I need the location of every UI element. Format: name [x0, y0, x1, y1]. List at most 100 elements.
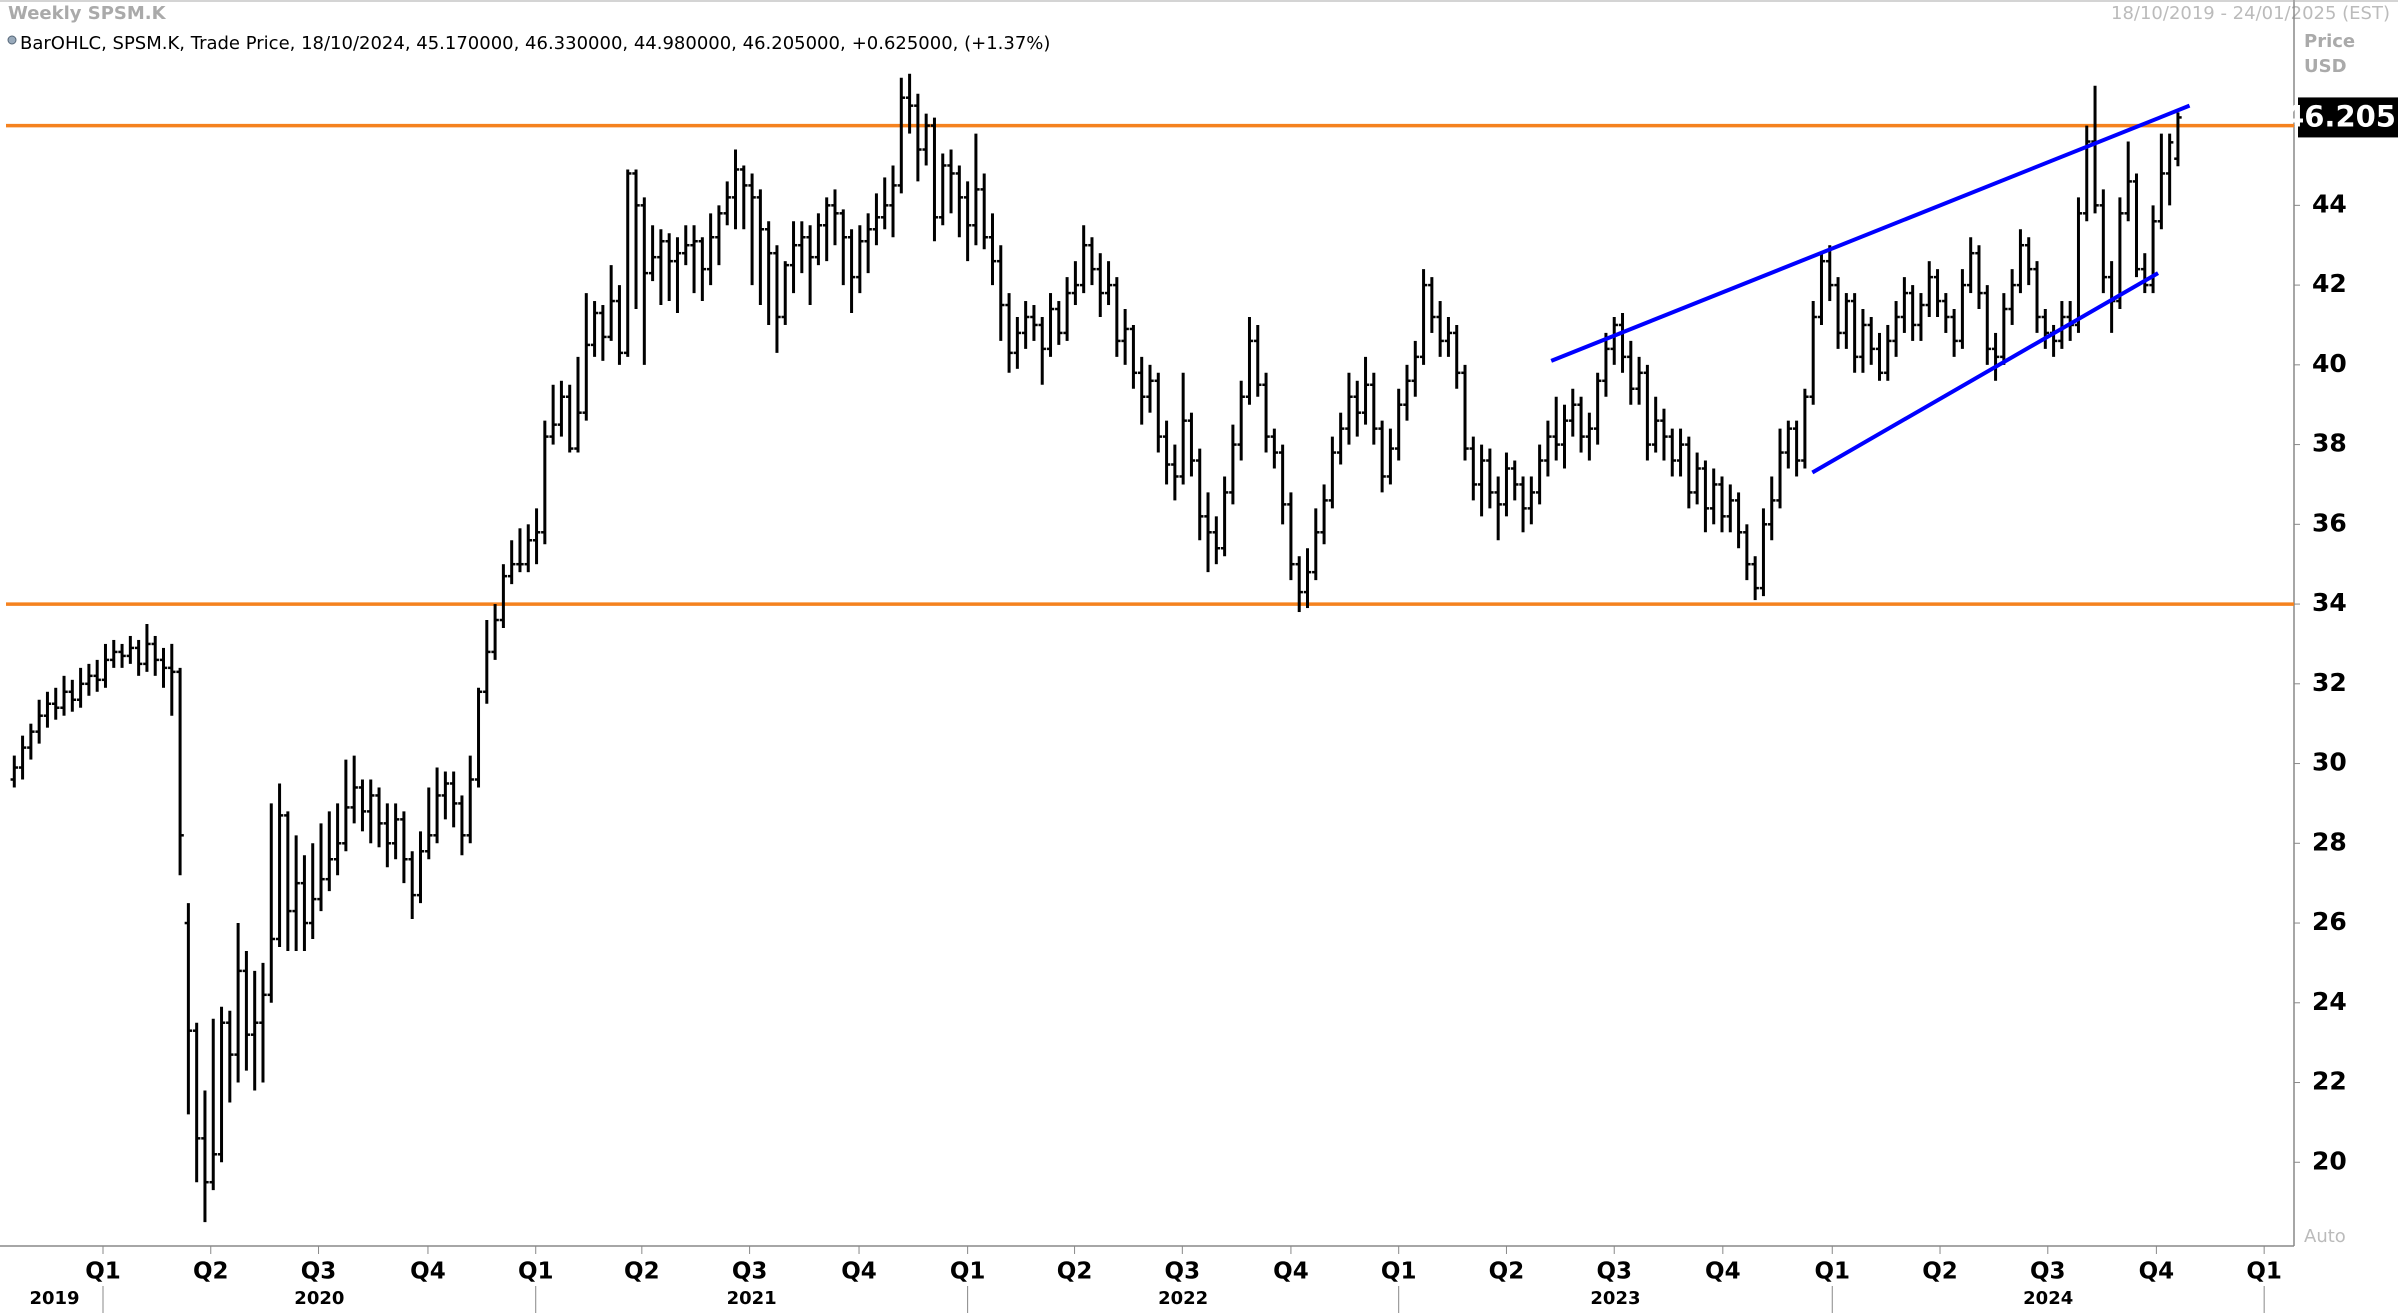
ohlc-bar [1038, 316, 1046, 385]
x-tick-label: Q3 [2030, 1259, 2066, 1285]
ohlc-bar [1784, 420, 1793, 469]
ohlc-bar [1701, 460, 1710, 533]
x-tick-label: Q4 [1705, 1259, 1741, 1285]
ohlc-bar [773, 245, 781, 353]
x-tick-label: Q2 [1489, 1259, 1525, 1285]
ohlc-bar [1834, 277, 1842, 349]
ohlc-bar [1494, 476, 1502, 541]
ohlc-bar [308, 843, 317, 939]
ohlc-bar [151, 635, 159, 676]
y-tick-label: 28 [2312, 827, 2347, 856]
ohlc-bar [250, 970, 259, 1091]
ohlc-bar [474, 687, 483, 788]
ohlc-bar [1196, 448, 1204, 541]
ohlc-bar [1394, 388, 1403, 461]
y-tick-label: 22 [2312, 1067, 2347, 1096]
x-tick-label: Q1 [1381, 1259, 1417, 1285]
x-tick-label: Q2 [1057, 1259, 1093, 1285]
ohlc-bar [110, 639, 118, 668]
legend-text: BarOHLC, SPSM.K, Trade Price, 18/10/2024… [20, 33, 846, 54]
ohlc-bar [1411, 340, 1420, 397]
ohlc-bar [176, 667, 184, 876]
ohlc-bar [1535, 444, 1544, 505]
ohlc-bar [1627, 340, 1635, 405]
ohlc-bar [1295, 556, 1303, 613]
ohlc-bar [1726, 484, 1735, 533]
ohlc-bar [640, 197, 649, 365]
ohlc-bar [607, 265, 615, 341]
ohlc-bar [1768, 476, 1776, 541]
ohlc-bar [1469, 436, 1478, 501]
ohlc-bar [648, 225, 657, 282]
ohlc-bar [822, 197, 831, 262]
ohlc-bar [914, 93, 922, 182]
ohlc-bar [1005, 293, 1013, 373]
ohlc-bar [300, 855, 309, 951]
ohlc-bar [947, 149, 955, 214]
y-axis-label: Price [2304, 31, 2355, 52]
ohlc-bar [350, 755, 358, 824]
ohlc-bar [1444, 316, 1453, 357]
y-tick-label: 38 [2312, 429, 2347, 458]
ohlc-bar [1801, 388, 1809, 469]
ohlc-bar [292, 835, 300, 951]
ohlc-bar [516, 528, 524, 573]
ohlc-bar [574, 356, 582, 453]
ohlc-bar [897, 77, 906, 194]
ohlc-bar [1776, 428, 1784, 509]
ohlc-bar [764, 221, 773, 325]
ohlc-bar [284, 811, 292, 951]
legend-change: +0.625000, (+1.37%) [852, 33, 1051, 54]
date-range: 18/10/2019 - 24/01/2025 (EST) [2111, 3, 2390, 24]
ohlc-bar [582, 293, 591, 421]
ohlc-bar [1602, 332, 1610, 397]
ohlc-bar [1826, 245, 1834, 302]
ohlc-bar [1867, 316, 1875, 365]
x-tick-label: Q1 [518, 1259, 554, 1285]
ohlc-bar [375, 787, 383, 848]
ohlc-bar [1361, 356, 1370, 425]
ohlc-bar [209, 1018, 217, 1191]
ohlc-bar [1370, 372, 1378, 445]
ohlc-bar [184, 903, 193, 1115]
ohlc-bar [731, 149, 740, 230]
ohlc-bar [524, 524, 532, 573]
ohlc-bar [1237, 380, 1245, 461]
scale-mode[interactable]: Auto [2304, 1226, 2346, 1247]
ohlc-bar [1328, 436, 1337, 509]
ohlc-bar [2165, 133, 2174, 206]
ohlc-bar [624, 169, 632, 357]
y-tick-label: 24 [2312, 987, 2347, 1016]
ohlc-bar [1137, 356, 1146, 425]
ohlc-bar [367, 779, 375, 844]
ohlc-bar [1303, 548, 1312, 609]
ohlc-bar [1212, 516, 1221, 565]
ohlc-bar [1942, 293, 1950, 333]
ohlc-bar [1544, 420, 1552, 477]
ohlc-bar [408, 851, 416, 920]
ohlc-bar [1676, 428, 1685, 477]
ohlc-bar [499, 564, 508, 628]
ohlc-bar [1220, 476, 1229, 557]
ohlc-bar [333, 803, 342, 876]
ohlc-bar [665, 233, 673, 302]
x-tick-label: Q1 [85, 1259, 121, 1285]
ohlc-bar [2132, 173, 2141, 278]
ohlc-bar [1320, 484, 1328, 545]
ohlc-bar [2000, 293, 2008, 365]
ohlc-bar [723, 181, 731, 226]
ohlc-bar [1071, 261, 1080, 306]
year-label: 2020 [294, 1288, 344, 1309]
ohlc-bar [1461, 364, 1469, 461]
trendline [1550, 103, 2191, 363]
ohlc-bar [433, 767, 441, 844]
ohlc-bar [234, 923, 242, 1083]
ohlc-bar [1718, 476, 1726, 533]
ohlc-bar [1635, 356, 1643, 405]
ohlc-bar [698, 237, 707, 302]
y-axis-unit: USD [2304, 56, 2347, 77]
ohlc-bar [1585, 412, 1594, 461]
ohlc-bar [599, 305, 607, 361]
